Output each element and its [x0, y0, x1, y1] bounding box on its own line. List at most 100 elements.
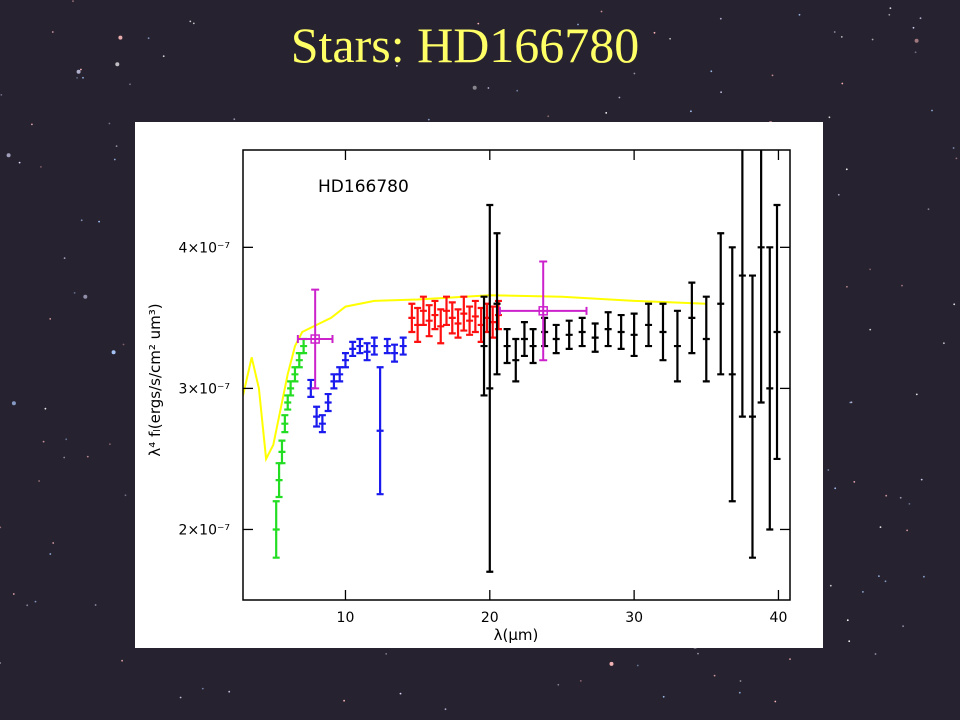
star — [111, 350, 116, 355]
star — [6, 153, 11, 158]
star — [874, 653, 877, 655]
star — [201, 687, 204, 690]
star — [955, 157, 958, 160]
photometry-point — [538, 306, 548, 316]
plot-frame — [242, 149, 791, 601]
star — [118, 35, 123, 40]
star — [906, 529, 908, 532]
star — [713, 674, 716, 677]
star — [0, 662, 1, 664]
star — [0, 94, 3, 96]
error-bar — [466, 305, 474, 336]
error-bar — [477, 306, 485, 343]
star — [52, 542, 55, 544]
y-tick-label: 3×10⁻⁷ — [179, 381, 230, 397]
star — [162, 55, 165, 58]
star — [878, 575, 880, 577]
plot-area — [243, 150, 781, 573]
star — [42, 440, 45, 443]
error-bar — [399, 336, 407, 356]
star — [233, 118, 236, 121]
star — [76, 77, 78, 79]
star — [385, 653, 388, 655]
star — [829, 584, 832, 587]
star — [914, 38, 919, 43]
error-bar — [281, 414, 289, 434]
star — [192, 22, 195, 25]
star — [72, 0, 74, 2]
star — [472, 85, 477, 90]
star — [115, 62, 120, 67]
star — [908, 503, 911, 505]
star — [834, 487, 837, 490]
star — [771, 74, 774, 77]
star — [841, 82, 844, 85]
star — [516, 89, 519, 92]
star — [738, 691, 741, 694]
x-tick-label: 10 — [337, 610, 355, 626]
x-tick-label: 40 — [770, 610, 788, 626]
y-axis-label: λ⁴ fₗ(ergs/s/cm² um³) — [146, 303, 164, 456]
star — [739, 680, 742, 682]
star — [848, 640, 851, 643]
photometry-x-error — [296, 335, 334, 344]
error-bar — [431, 299, 439, 331]
star — [719, 17, 722, 20]
star — [774, 700, 777, 703]
star — [80, 219, 83, 222]
star — [80, 68, 82, 71]
star — [919, 17, 922, 20]
star — [396, 64, 398, 67]
star — [952, 147, 955, 149]
star — [912, 26, 915, 29]
error-bar — [425, 304, 433, 338]
star — [833, 31, 836, 33]
star — [34, 600, 37, 603]
star — [853, 481, 856, 483]
error-bar — [520, 321, 528, 358]
error-bar — [552, 323, 560, 355]
star — [343, 699, 345, 702]
star — [40, 166, 42, 168]
error-bar — [773, 203, 781, 461]
star — [879, 526, 882, 528]
star — [869, 328, 872, 331]
star — [129, 83, 131, 86]
error-bar — [702, 295, 710, 383]
error-bar — [738, 150, 746, 418]
error-bar — [728, 246, 736, 503]
error-bar — [443, 295, 451, 327]
photometry-x-error — [498, 306, 588, 315]
star — [124, 494, 127, 497]
error-bar — [356, 337, 364, 355]
star — [228, 690, 231, 693]
star — [121, 659, 123, 662]
star — [636, 664, 639, 667]
error-bar — [766, 246, 774, 531]
star — [342, 56, 345, 58]
star — [11, 401, 16, 406]
star — [690, 110, 692, 113]
star — [846, 619, 849, 622]
star — [828, 116, 831, 119]
error-bar — [391, 343, 399, 363]
error-bar — [341, 352, 349, 369]
star — [789, 658, 791, 660]
error-bar — [757, 150, 765, 404]
y-tick-label: 2×10⁻⁷ — [179, 522, 230, 538]
star — [669, 37, 671, 40]
star — [63, 456, 66, 459]
error-bar — [483, 302, 491, 334]
star — [94, 604, 97, 606]
star — [31, 123, 33, 126]
star — [399, 692, 402, 695]
star — [720, 91, 722, 94]
star — [0, 526, 2, 529]
star — [115, 145, 118, 148]
star — [902, 625, 904, 628]
error-bar — [408, 302, 416, 334]
star — [662, 695, 665, 698]
star — [885, 494, 888, 497]
star — [557, 683, 560, 686]
